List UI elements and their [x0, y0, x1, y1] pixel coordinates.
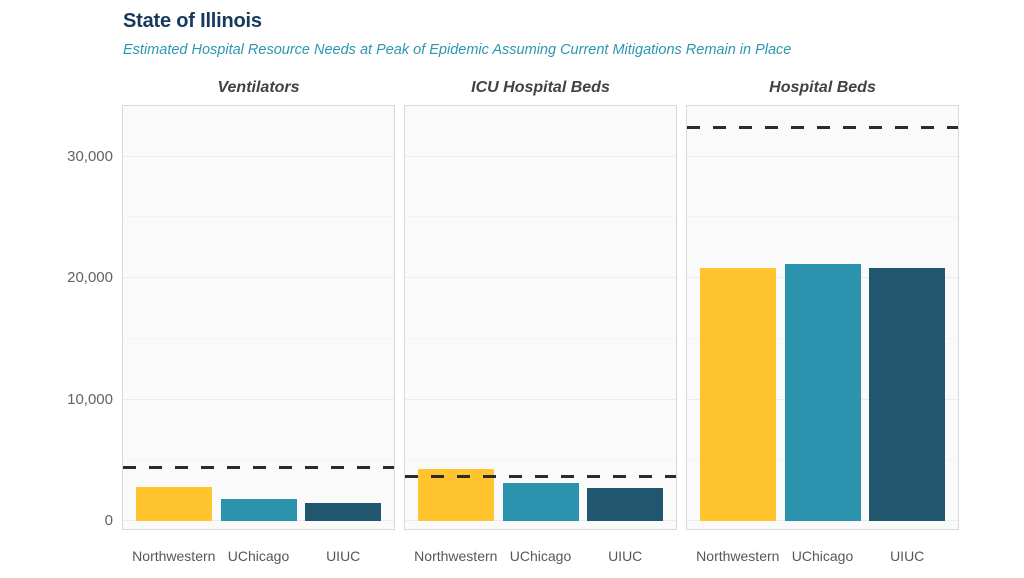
panel-title-hospital-beds: Hospital Beds: [769, 79, 876, 96]
major-gridline-10000: [405, 398, 676, 400]
x-axis-label-hospital-beds-northwestern: Northwestern: [696, 548, 780, 564]
minor-gridline-5000: [405, 459, 676, 461]
bar-ventilators-northwestern: [135, 486, 212, 521]
major-gridline-20000: [123, 277, 394, 278]
bar-icu-hospital-beds-northwestern: [417, 469, 494, 521]
minor-gridline-25000: [405, 216, 676, 218]
y-axis-tick-label-0: 0: [104, 512, 113, 529]
x-axis-label-icu-hospital-beds-uiuc: UIUC: [608, 548, 643, 564]
x-axis-label-ventilators-uchicago: UChicago: [227, 548, 290, 564]
x-axis-label-icu-hospital-beds-uchicago: UChicago: [509, 548, 572, 564]
major-gridline-20000: [405, 277, 676, 278]
x-axis-label-ventilators-uiuc: UIUC: [326, 548, 361, 564]
minor-gridline-15000: [123, 337, 394, 339]
major-gridline-10000: [123, 398, 394, 400]
minor-gridline-5000: [123, 459, 394, 461]
bar-icu-hospital-beds-uchicago: [502, 483, 579, 521]
bar-hospital-beds-uchicago: [784, 264, 861, 521]
major-gridline-30000: [687, 155, 958, 157]
panel-icu-hospital-beds: [404, 105, 677, 530]
x-axis-label-icu-hospital-beds-northwestern: Northwestern: [414, 548, 498, 564]
bar-hospital-beds-uiuc: [869, 268, 946, 521]
major-gridline-30000: [123, 155, 394, 157]
y-axis-tick-label-20000: 20,000: [67, 269, 113, 286]
x-axis-label-hospital-beds-uchicago: UChicago: [791, 548, 854, 564]
bar-icu-hospital-beds-uiuc: [587, 487, 664, 521]
panel-title-icu-hospital-beds: ICU Hospital Beds: [471, 79, 610, 96]
y-axis-tick-label-10000: 10,000: [67, 390, 113, 408]
y-axis-tick-label-30000: 30,000: [67, 147, 113, 165]
panel-title-ventilators: Ventilators: [217, 79, 300, 96]
x-axis-label-ventilators-northwestern: Northwestern: [132, 548, 216, 564]
x-axis-label-hospital-beds-uiuc: UIUC: [890, 548, 925, 564]
major-gridline-30000: [405, 155, 676, 157]
minor-gridline-15000: [405, 337, 676, 339]
minor-gridline-25000: [123, 216, 394, 218]
panel-ventilators: [122, 105, 395, 530]
panel-hospital-beds: [686, 105, 959, 530]
capacity-line-hospital-beds: [687, 125, 958, 129]
bar-ventilators-uiuc: [305, 503, 382, 521]
chart-title: State of Illinois: [123, 10, 262, 32]
bar-hospital-beds-northwestern: [699, 268, 776, 521]
minor-gridline-25000: [687, 216, 958, 218]
capacity-line-ventilators: [123, 466, 394, 470]
chart-subtitle: Estimated Hospital Resource Needs at Pea…: [123, 42, 792, 58]
capacity-line-icu-hospital-beds: [405, 474, 676, 478]
bar-ventilators-uchicago: [220, 498, 297, 521]
